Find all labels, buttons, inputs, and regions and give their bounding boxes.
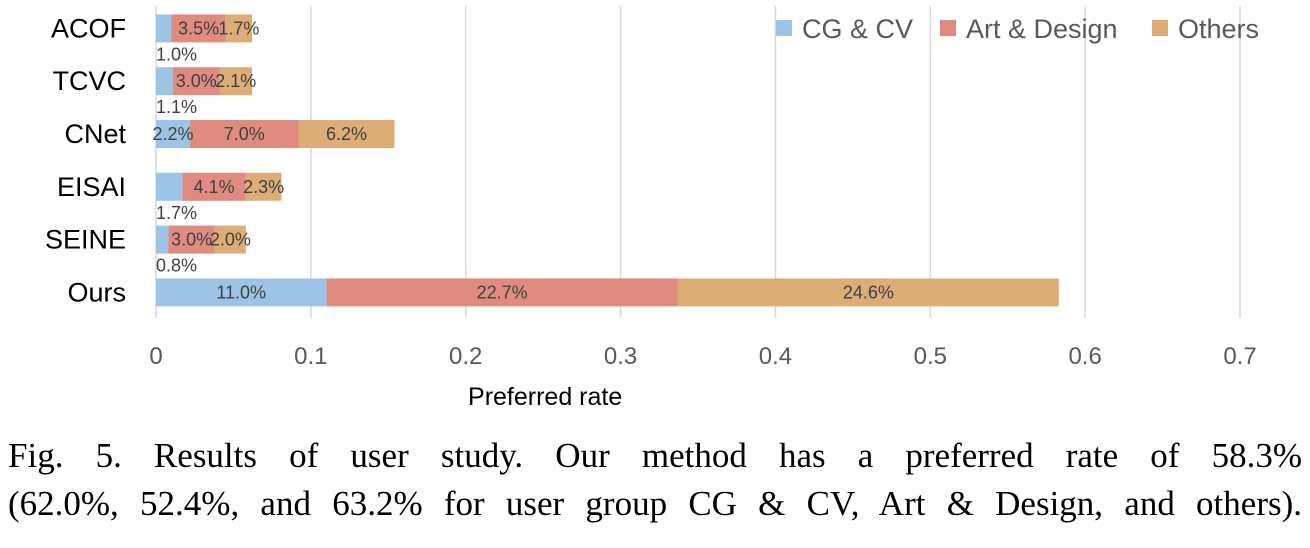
bar-segment [171,14,226,43]
bar-segment [214,225,246,254]
bar-segment [225,14,253,43]
data-label: 3.5% [178,18,219,38]
figure-caption: Fig. 5. Results of user study. Our metho… [0,432,1310,528]
bar-segment [245,172,282,201]
bar-segment [156,14,172,43]
data-label: 2.1% [215,71,256,91]
bars [156,14,1059,307]
category-label: ACOF [51,13,126,43]
x-tick-label: 0.5 [914,343,947,370]
bar-segment [190,120,299,148]
bar-segment [219,67,253,96]
category-labels: ACOF TCVC CNet EISAI SEINE Ours [45,13,127,307]
bar-segment [173,67,220,96]
data-label: 6.2% [326,124,367,144]
data-label: 4.1% [194,177,235,197]
category-label: TCVC [53,66,127,96]
legend-label: CG & CV [802,14,913,44]
bar-segment [156,120,191,148]
data-label: 0.8% [156,256,197,276]
data-label: 3.0% [176,71,217,91]
category-label: SEINE [45,225,126,255]
x-tick-label: 0.6 [1068,343,1101,370]
caption-line-2: (62.0%, 52.4%, and 63.2% for user group … [8,484,1302,523]
bar-segment [156,67,174,96]
x-tick-label: 0.3 [604,343,637,370]
caption-line-1: Fig. 5. Results of user study. Our metho… [8,436,1302,475]
legend-swatch [776,20,792,36]
bar-segment [168,225,215,254]
data-label: 1.0% [156,44,197,64]
data-label: 22.7% [477,282,528,302]
data-label: 2.2% [153,124,194,144]
stacked-bar-chart: 1.0%3.5% 1.7%1.1%3.0%2.1%2.2% 7.0% 6.2%1.7%… [45,6,1259,411]
category-label: EISAI [57,172,126,202]
legend: CG & CV Art & Design Others [776,14,1259,44]
x-axis-title: Preferred rate [468,383,622,411]
data-label: 1.7% [218,18,259,38]
bar-segment [298,120,395,148]
data-labels: 1.0%3.5% 1.7%1.1%3.0%2.1%2.2% 7.0% 6.2%1.7%… [153,18,894,302]
legend-label: Art & Design [966,14,1118,44]
x-tick-label: 0.1 [294,343,327,370]
category-label: Ours [67,277,126,307]
data-label: 2.0% [210,230,251,250]
bar-segment [156,172,183,201]
x-tick-label: 0 [149,343,162,370]
bar-segment [182,172,246,201]
x-tick-labels: 0 0.1 0.2 0.3 0.4 0.5 0.6 0.7 [149,343,1256,370]
x-tick-label: 0.7 [1223,343,1256,370]
data-label: 3.0% [171,230,212,250]
data-label: 1.1% [156,97,197,117]
data-label: 24.6% [843,282,894,302]
bar-segment [677,278,1059,307]
legend-swatch [940,20,956,36]
data-label: 7.0% [224,124,265,144]
data-label: 1.7% [156,203,197,223]
bar-segment [326,278,678,307]
category-label: CNet [64,119,126,149]
data-label: 2.3% [243,177,284,197]
data-label: 11.0% [216,282,266,302]
bar-segment [156,225,169,254]
gridlines [155,6,1241,318]
x-tick-label: 0.2 [449,343,482,370]
legend-swatch [1152,20,1168,36]
x-tick-label: 0.4 [759,343,792,370]
bar-segment [156,278,327,307]
legend-label: Others [1178,14,1259,44]
